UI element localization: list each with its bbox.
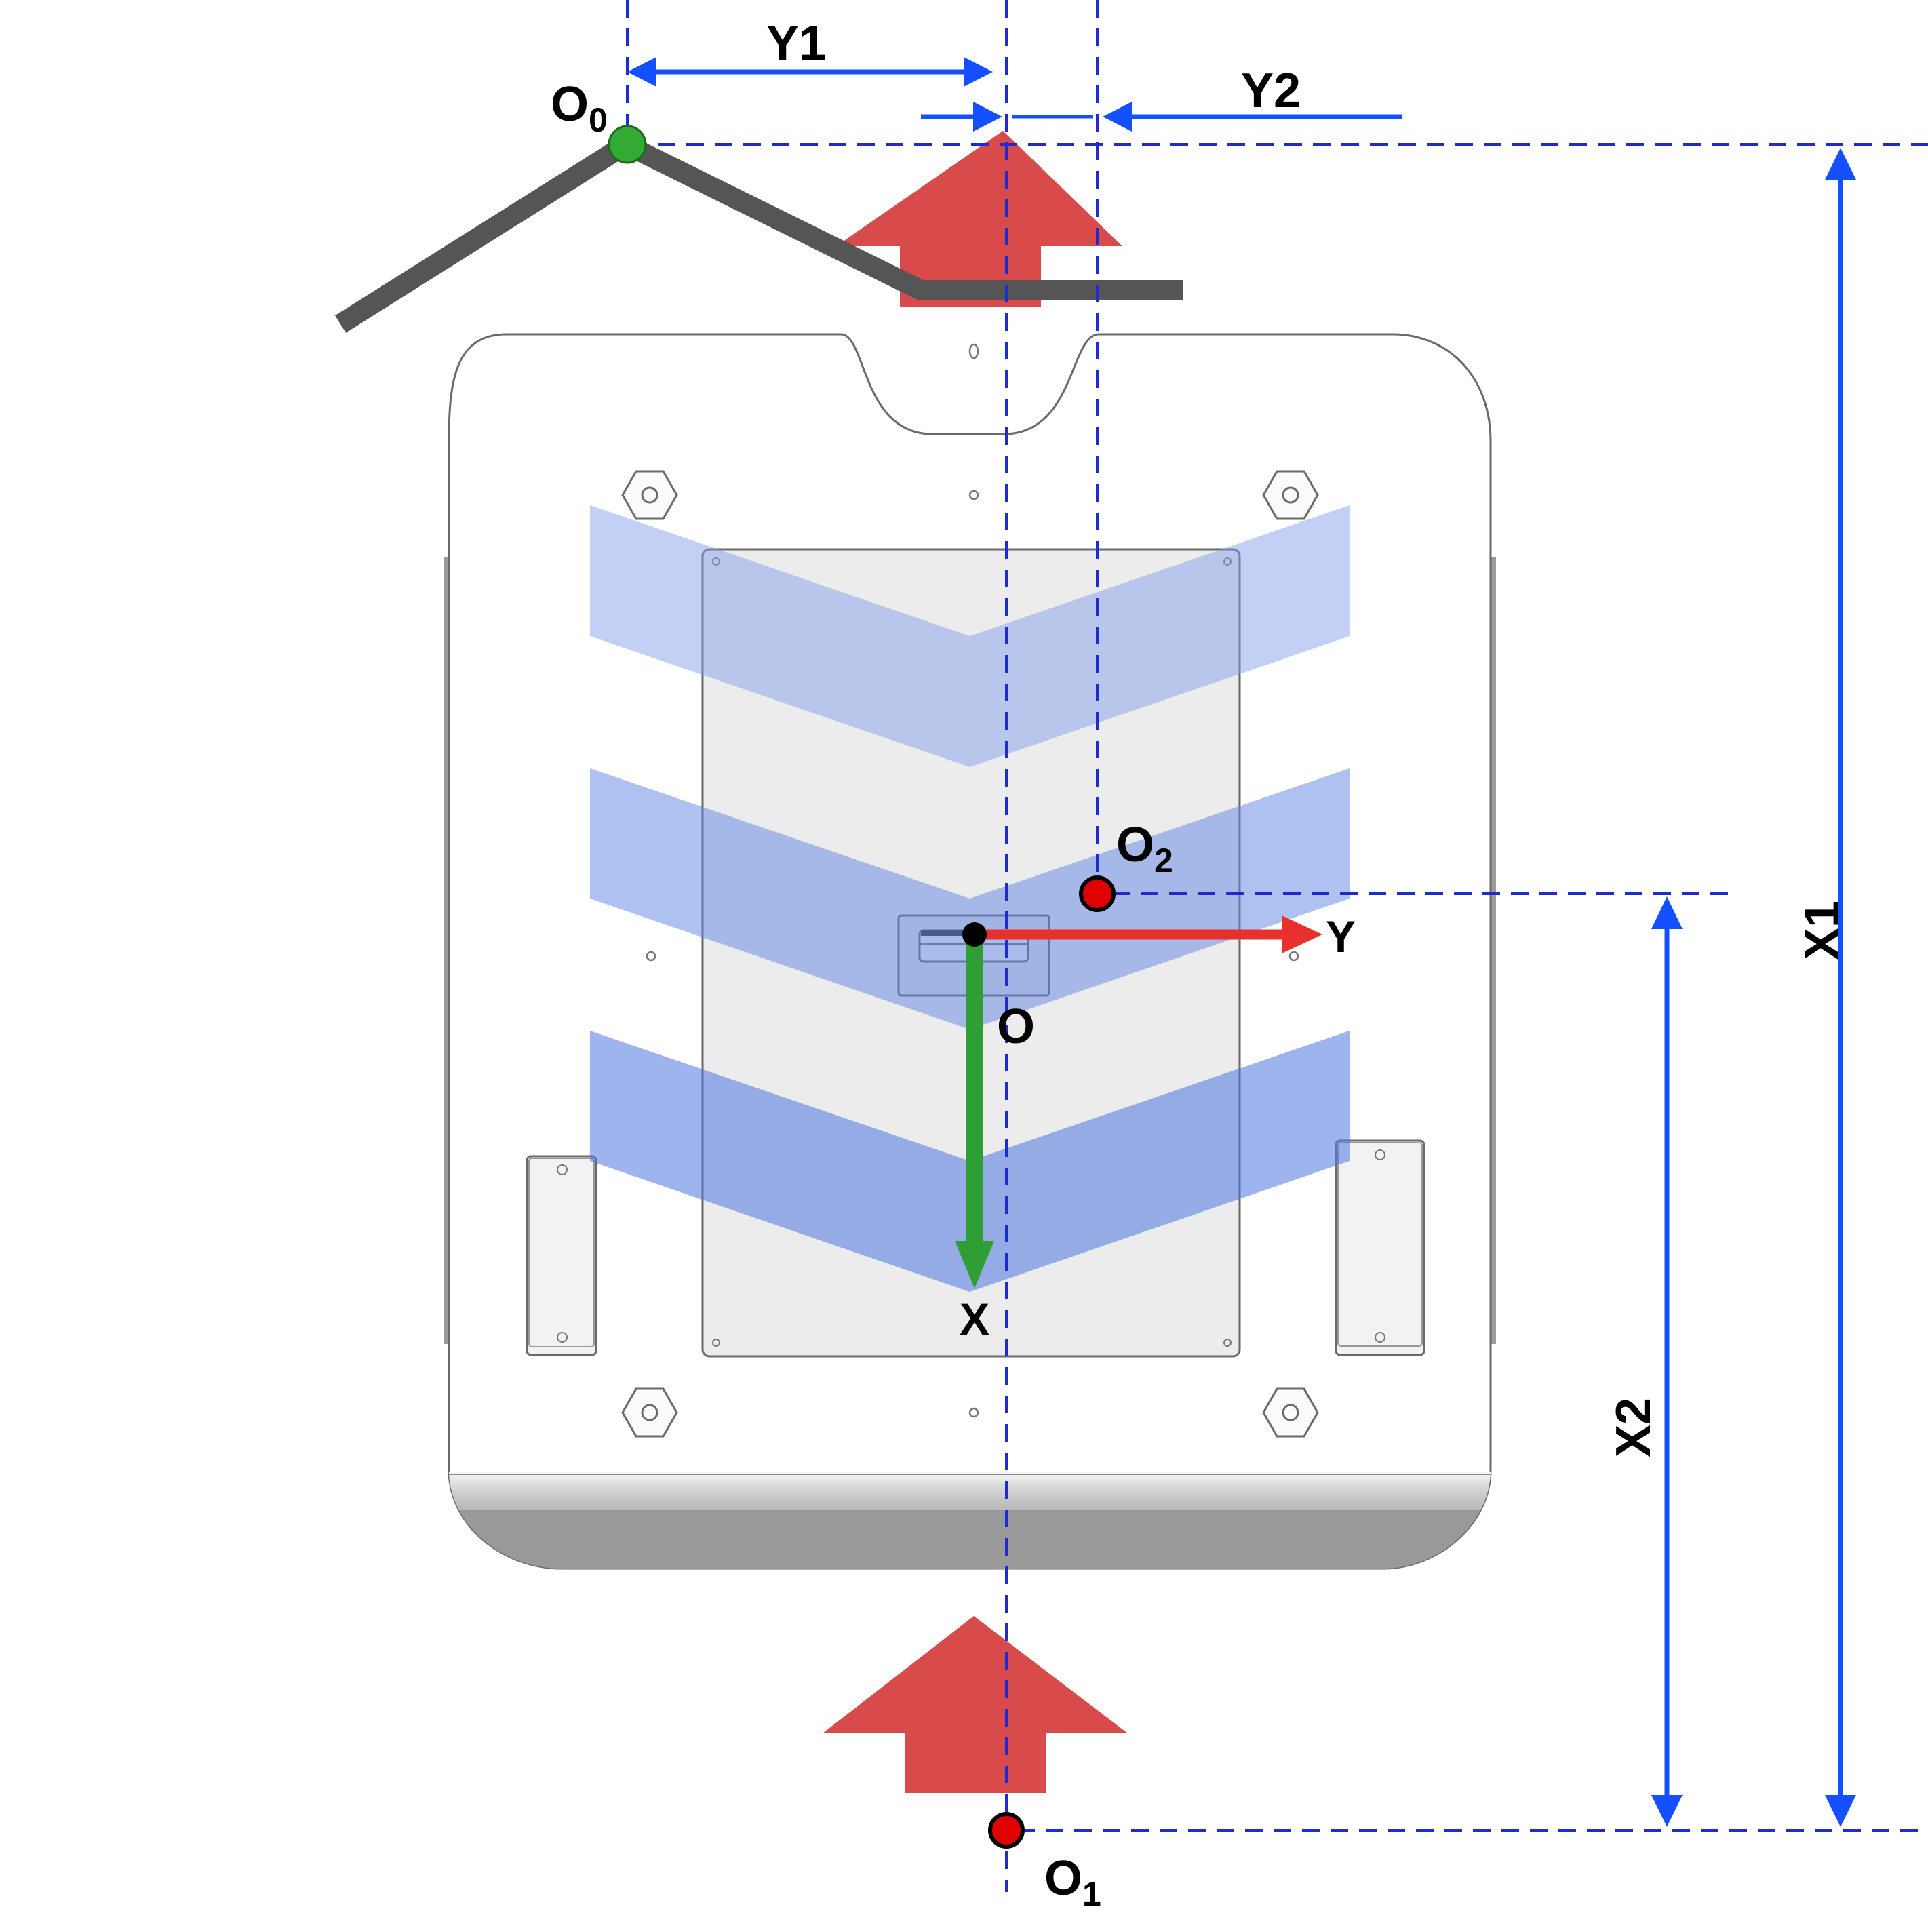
chevron-2 — [590, 768, 1350, 1029]
hexagon-nut-icon — [621, 470, 1319, 1438]
label-y1: Y1 — [766, 16, 826, 71]
left-side-plate — [526, 1155, 597, 1356]
label-x2: X2 — [1607, 1398, 1661, 1457]
x-axis-arrow — [955, 934, 994, 1288]
label-o2: O2 — [1116, 818, 1173, 880]
label-axis-y: Y — [1326, 911, 1356, 962]
right-side-plate — [1335, 1139, 1425, 1356]
label-origin: O — [997, 1000, 1035, 1054]
point-o2 — [1079, 875, 1116, 912]
point-o1 — [988, 1812, 1025, 1849]
label-axis-x: X — [960, 1294, 989, 1344]
label-y2: Y2 — [1241, 64, 1301, 118]
label-x1: X1 — [1795, 901, 1849, 960]
bottom-push-arrow — [823, 1616, 1128, 1793]
point-o0 — [608, 125, 647, 164]
label-o0: O0 — [551, 77, 608, 139]
label-o1: O1 — [1044, 1851, 1101, 1913]
chevron-1 — [590, 505, 1350, 767]
top-push-arrow — [836, 131, 1122, 307]
dimension-arrows — [627, 57, 1856, 1827]
y-axis-arrow — [975, 915, 1322, 953]
wall-polyline — [335, 132, 1183, 333]
origin-point — [962, 922, 987, 947]
